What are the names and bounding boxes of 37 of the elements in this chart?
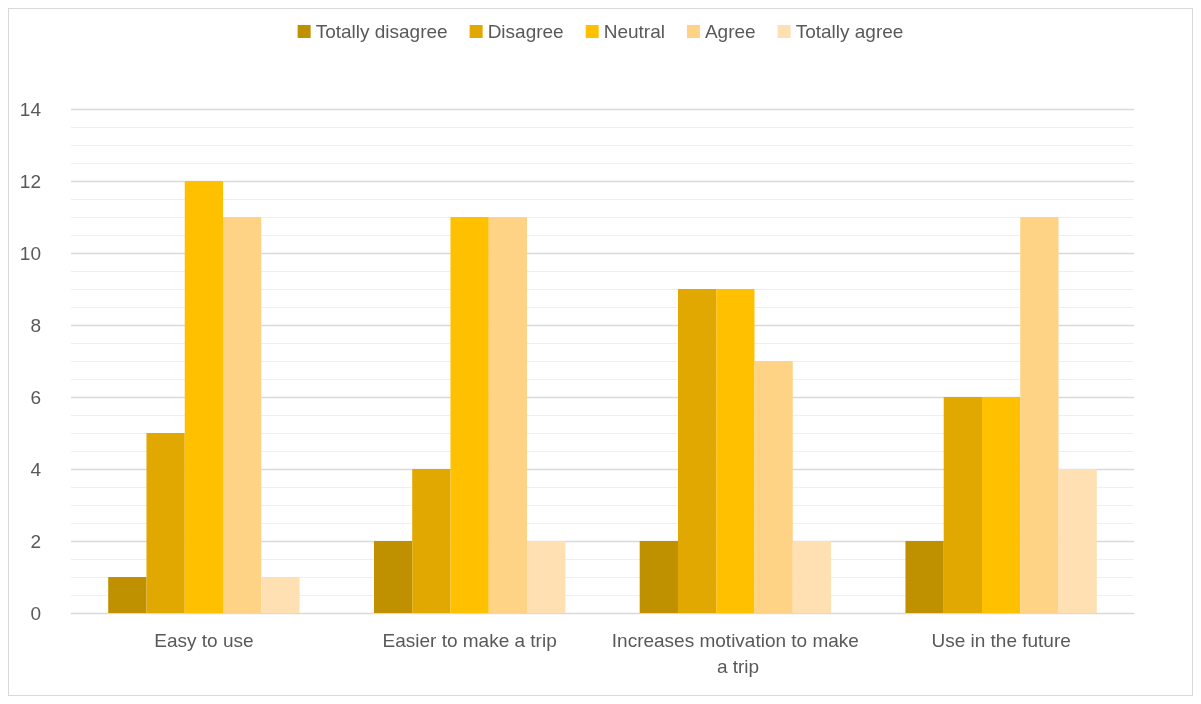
bar — [1058, 469, 1097, 613]
x-tick-label: Easy to use — [154, 629, 254, 651]
y-tick-label: 2 — [30, 530, 41, 552]
bar — [677, 289, 717, 613]
y-tick-label: 12 — [19, 170, 41, 192]
bar — [223, 217, 262, 613]
y-tick-label: 4 — [30, 458, 42, 480]
bar — [1020, 217, 1059, 613]
bar — [943, 397, 982, 613]
y-tick-label: 8 — [30, 314, 41, 336]
bar — [905, 541, 944, 613]
bar — [527, 541, 566, 613]
bar — [184, 181, 224, 613]
bar — [373, 541, 413, 613]
bar — [488, 217, 528, 613]
bar — [792, 541, 832, 613]
x-tick-label: Easier to make a trip — [382, 629, 557, 651]
bar — [450, 217, 489, 613]
y-tick-label: 6 — [30, 386, 41, 408]
bar — [261, 577, 300, 613]
bar — [412, 469, 451, 613]
x-tick-label: Increases motivation to make a trip — [611, 629, 859, 677]
bar — [754, 361, 793, 613]
y-tick-label: 0 — [30, 602, 41, 624]
legend-label: Totally disagree — [315, 21, 448, 42]
bar — [639, 541, 678, 613]
bar — [146, 433, 185, 613]
y-tick-label: 10 — [19, 242, 41, 264]
bar — [716, 289, 755, 613]
legend-label: Agree — [704, 21, 756, 42]
x-tick-label: Use in the future — [931, 629, 1071, 651]
legend-label: Neutral — [603, 21, 665, 42]
legend-label: Disagree — [487, 21, 564, 42]
bar — [108, 577, 147, 613]
bar — [981, 397, 1021, 613]
y-tick-label: 14 — [19, 98, 42, 120]
legend-label: Totally agree — [795, 21, 904, 42]
